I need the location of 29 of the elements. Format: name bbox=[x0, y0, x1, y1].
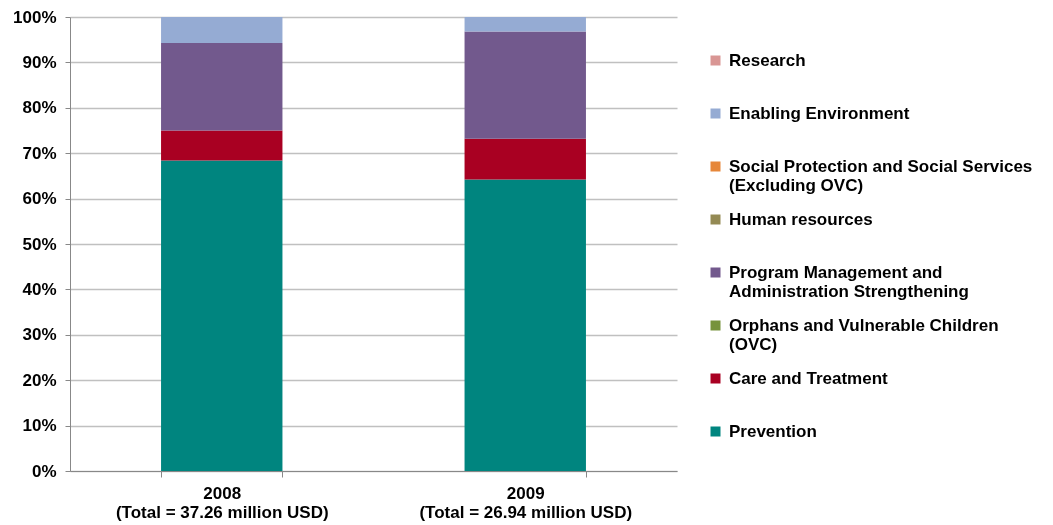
legend-label: Social Protection and Social Services (Excluding OVC) bbox=[729, 156, 1033, 195]
bar bbox=[464, 17, 586, 32]
y-tick-label: 30% bbox=[22, 325, 57, 345]
legend-label: Human resources bbox=[729, 209, 873, 229]
bar bbox=[161, 42, 283, 131]
legend-label: Research bbox=[729, 50, 806, 70]
x-tick-label: 2008 (Total = 37.26 million USD) bbox=[115, 483, 329, 522]
bar bbox=[161, 17, 283, 43]
y-tick-label: 70% bbox=[22, 143, 57, 163]
y-tick-label: 60% bbox=[22, 189, 57, 209]
y-tick-label: 90% bbox=[22, 52, 57, 72]
legend-label: Orphans and Vulnerable Children (OVC) bbox=[729, 315, 999, 354]
bar bbox=[161, 130, 283, 161]
y-tick-label: 20% bbox=[22, 370, 57, 390]
legend-label: Program Management and Administration Strengthening bbox=[729, 262, 969, 301]
y-tick-label: 50% bbox=[22, 234, 57, 254]
legend-label: Enabling Environment bbox=[729, 103, 910, 123]
y-tick-label: 80% bbox=[22, 98, 57, 118]
y-tick-label: 0% bbox=[31, 461, 57, 481]
bar bbox=[161, 160, 283, 471]
y-tick-label: 40% bbox=[22, 279, 57, 299]
bar bbox=[464, 31, 586, 139]
x-tick-label: 2009 (Total = 26.94 million USD) bbox=[419, 483, 633, 522]
bar bbox=[464, 138, 586, 180]
y-tick-label: 10% bbox=[22, 416, 57, 436]
legend-label: Prevention bbox=[729, 421, 817, 441]
y-tick-label: 100% bbox=[13, 7, 57, 27]
legend-label: Care and Treatment bbox=[729, 368, 889, 388]
bar bbox=[464, 179, 586, 471]
